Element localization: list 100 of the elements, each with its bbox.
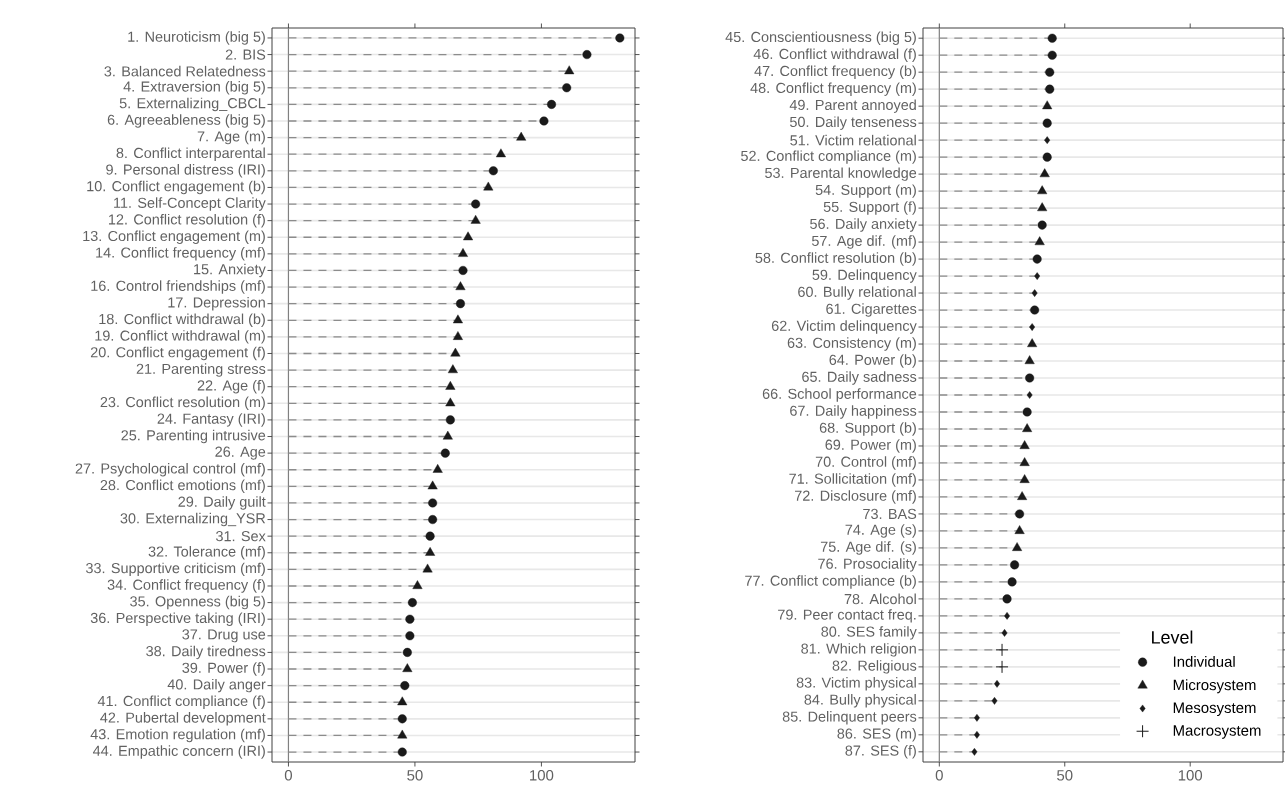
y-tick-label: 40. Daily anger — [167, 678, 266, 693]
y-tick-label: 65. Daily sadness — [802, 371, 917, 385]
point — [615, 33, 625, 43]
y-tick-label: 85. Delinquent peers — [782, 711, 917, 725]
point — [1042, 100, 1053, 110]
y-tick-label: 6. Agreeableness (big 5) — [107, 114, 265, 128]
y-tick-label: 2. BIS — [225, 49, 266, 60]
y-tick-label: 55. Support (f) — [823, 201, 916, 215]
point — [428, 515, 438, 525]
y-tick-label: 16. Control friendships (mf) — [91, 280, 265, 294]
point — [1034, 236, 1045, 246]
y-tick-label: 76. Prosociality — [818, 558, 917, 572]
point — [1004, 612, 1010, 620]
point — [1047, 33, 1057, 43]
y-tick-label: 52. Conflict compliance (m) — [741, 150, 916, 164]
y-tick-label: 58. Conflict resolution (b) — [755, 252, 916, 266]
point — [428, 498, 438, 508]
y-tick-label: 27. Psychological control (mf) — [75, 463, 265, 477]
point — [402, 663, 413, 672]
y-tick-label: 42. Pubertal development — [100, 712, 266, 726]
point — [471, 199, 481, 209]
point — [974, 731, 980, 739]
point — [405, 631, 415, 641]
point — [1030, 305, 1040, 315]
y-tick-label: 81. Which religion — [801, 643, 916, 657]
y-tick-label: 10. Conflict engagement (b) — [87, 180, 265, 195]
point — [516, 131, 527, 141]
y-tick-label: 36. Perspective taking (IRI) — [90, 612, 265, 626]
y-tick-label: 59. Delinquency — [812, 269, 917, 283]
x-tick-label: 100 — [530, 770, 554, 781]
point — [539, 116, 549, 126]
point — [442, 430, 453, 440]
y-tick-label: 68. Support (b) — [819, 422, 916, 436]
point — [1032, 254, 1042, 264]
point — [974, 714, 980, 722]
point — [1037, 185, 1048, 195]
y-tick-label: 50. Daily tenseness — [789, 116, 917, 130]
point — [991, 697, 998, 705]
point — [971, 748, 978, 756]
point — [1014, 525, 1025, 534]
y-tick-label: 84. Bully physical — [804, 694, 916, 708]
y-tick-label: 22. Age (f) — [197, 379, 265, 394]
point — [470, 214, 481, 224]
point — [397, 696, 408, 706]
y-tick-label: 46. Conflict withdrawal (f) — [753, 48, 916, 62]
y-tick-label: 19. Conflict withdrawal (m) — [95, 330, 265, 344]
point — [455, 281, 466, 291]
y-tick-label: 38. Daily tiredness — [146, 645, 266, 660]
legend-label: Macrosystem — [1173, 725, 1261, 739]
point — [432, 464, 443, 473]
y-tick-label: 25. Parenting intrusive — [121, 429, 266, 444]
y-tick-label: 35. Openness (big 5) — [130, 595, 265, 610]
point — [450, 347, 461, 357]
legend-title: Level — [1152, 630, 1193, 644]
point — [1001, 629, 1008, 637]
y-tick-label: 71. Sollicitation (mf) — [789, 473, 916, 487]
x-tick-label: 100 — [1178, 770, 1203, 781]
y-tick-label: 24. Fantasy (IRI) — [157, 413, 265, 427]
y-tick-label: 54. Support (m) — [815, 184, 916, 198]
y-tick-label: 9. Personal distress (IRI) — [106, 164, 265, 178]
y-tick-label: 30. Externalizing_YSR — [120, 512, 266, 527]
y-tick-label: 28. Conflict emotions (mf) — [100, 479, 265, 494]
y-tick-label: 67. Daily happiness — [790, 405, 917, 419]
y-tick-label: 20. Conflict engagement (f) — [90, 346, 265, 361]
point — [425, 547, 436, 556]
point — [455, 299, 465, 309]
point — [547, 99, 557, 109]
y-tick-label: 66. School performance — [762, 388, 917, 402]
point — [582, 50, 592, 60]
point — [995, 660, 1009, 674]
y-tick-label: 80. SES family — [821, 626, 917, 640]
y-tick-label: 61. Cigarettes — [826, 303, 917, 317]
y-tick-label: 11. Self-Concept Clarity — [114, 197, 266, 211]
y-tick-label: 73. BAS — [863, 508, 917, 520]
point — [1007, 577, 1017, 587]
y-tick-label: 78. Alcohol — [844, 593, 916, 605]
point — [407, 598, 417, 608]
point — [1022, 407, 1032, 417]
y-tick-label: 1. Neuroticism (big 5) — [128, 31, 265, 45]
point — [1025, 373, 1035, 383]
y-tick-label: 79. Peer contact freq. — [778, 609, 916, 623]
y-tick-label: 43. Emotion regulation (mf) — [90, 728, 265, 743]
x-tick-label: 0 — [935, 770, 943, 781]
point — [405, 614, 415, 624]
point — [1034, 272, 1041, 280]
point — [488, 166, 498, 176]
point — [1010, 560, 1020, 570]
y-tick-label: 70. Control (mf) — [815, 456, 916, 470]
point — [402, 647, 412, 657]
y-tick-label: 56. Daily anxiety — [810, 218, 917, 232]
y-tick-label: 14. Conflict frequency (mf) — [96, 247, 265, 261]
x-tick-label: 50 — [1057, 770, 1073, 781]
y-tick-label: 64. Power (b) — [829, 354, 916, 368]
y-tick-label: 18. Conflict withdrawal (b) — [99, 313, 265, 328]
point — [1022, 423, 1033, 432]
point — [1042, 152, 1052, 162]
point — [1039, 168, 1050, 178]
y-tick-label: 51. Victim relational — [790, 134, 916, 146]
y-tick-label: 29. Daily guilt — [178, 496, 266, 510]
y-tick-label: 13. Conflict engagement (m) — [83, 230, 265, 244]
